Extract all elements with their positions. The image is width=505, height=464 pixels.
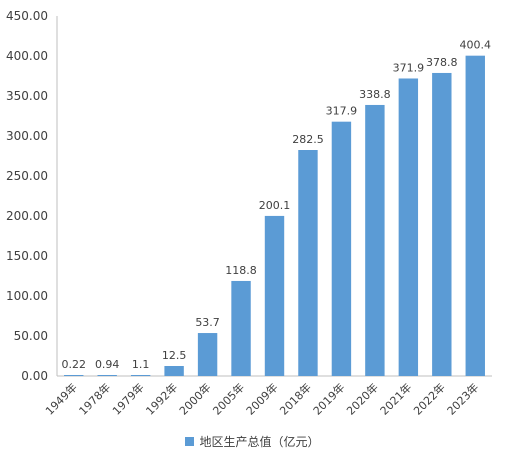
x-tick-label: 2021年 — [377, 380, 414, 417]
x-tick-label: 2019年 — [310, 380, 347, 417]
data-label: 378.8 — [426, 56, 458, 69]
bar — [331, 121, 352, 377]
bar — [432, 72, 452, 377]
data-label: 400.4 — [460, 39, 492, 52]
y-tick-label: 450.00 — [6, 9, 48, 23]
x-tick-label: 1979年 — [109, 380, 146, 417]
bar — [398, 78, 419, 376]
y-tick-label: 300.00 — [6, 129, 48, 143]
y-tick-label: 350.00 — [6, 89, 48, 103]
x-tick-label: 2018年 — [277, 380, 314, 417]
bar — [130, 375, 151, 376]
data-label: 371.9 — [393, 61, 425, 74]
x-tick-label: 1978年 — [76, 380, 113, 417]
x-tick-label: 2009年 — [243, 380, 280, 417]
y-tick-label: 150.00 — [6, 249, 48, 263]
y-tick-label: 100.00 — [6, 289, 48, 303]
x-tick-label: 2000年 — [176, 380, 213, 417]
bar-chart: 0.00 50.00 100.00 150.00 200.00 250.00 300.00 3… — [6, 9, 492, 418]
bar — [365, 104, 385, 377]
y-tick-label: 250.00 — [6, 169, 48, 183]
y-tick-label: 400.00 — [6, 49, 48, 63]
bar — [64, 375, 84, 376]
x-tick-label: 1992年 — [143, 380, 180, 417]
x-tick-label: 2005年 — [210, 380, 247, 417]
bar — [465, 55, 485, 377]
bar — [231, 280, 251, 376]
data-label: 317.9 — [326, 105, 358, 118]
y-tick-label: 200.00 — [6, 209, 48, 223]
legend-swatch — [185, 437, 195, 446]
data-label: 338.8 — [359, 88, 391, 101]
x-tick-label: 2023年 — [444, 380, 481, 417]
x-tick-label: 2020年 — [344, 380, 381, 417]
bar — [97, 375, 117, 376]
legend-label: 地区生产总值（亿元） — [199, 435, 320, 449]
data-label: 118.8 — [225, 264, 257, 277]
data-label: 282.5 — [292, 133, 324, 146]
x-tick-label: 2022年 — [410, 380, 447, 417]
x-tick-label: 1949年 — [42, 380, 79, 417]
legend: 地区生产总值（亿元） — [0, 433, 505, 450]
data-label: 0.22 — [61, 358, 86, 371]
bar — [164, 366, 184, 376]
bar — [197, 333, 218, 376]
data-label: 0.94 — [95, 358, 120, 371]
bar — [264, 215, 285, 376]
y-tick-label: 50.00 — [14, 329, 48, 343]
data-label: 12.5 — [162, 349, 187, 362]
data-label: 53.7 — [195, 316, 220, 329]
data-label: 1.1 — [132, 358, 150, 371]
y-tick-label: 0.00 — [21, 369, 48, 383]
bar — [298, 150, 318, 376]
data-label: 200.1 — [259, 199, 291, 212]
